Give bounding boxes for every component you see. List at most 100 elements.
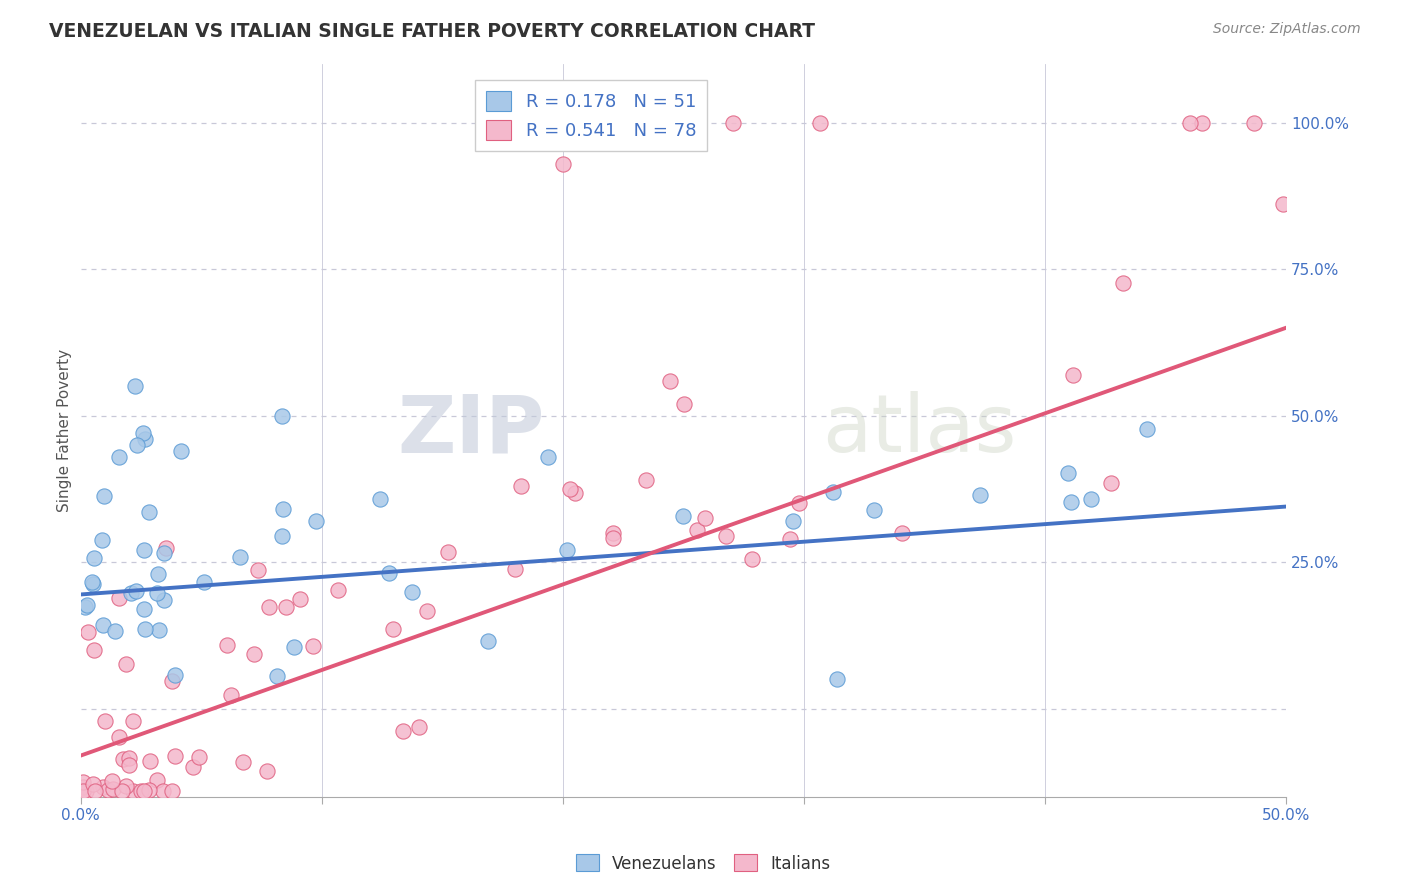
Point (187, 749, 209, 764)
Point (304, 514, 326, 528)
Point (134, 602, 156, 616)
Point (107, 450, 129, 464)
Point (555, 543, 578, 558)
Point (94, 714, 117, 728)
Point (1112, 276, 1135, 290)
Point (152, 784, 174, 798)
Point (271, 528, 294, 542)
Point (219, 688, 242, 702)
Point (75, 600, 97, 615)
Point (246, 563, 269, 577)
Point (181, 760, 204, 774)
Point (125, 583, 148, 598)
Point (891, 526, 914, 541)
Point (134, 784, 156, 798)
Point (146, 773, 169, 788)
Point (659, 374, 682, 388)
Point (821, 485, 844, 500)
Point (271, 502, 294, 516)
Point (72, 784, 94, 798)
Point (134, 622, 156, 636)
Point (672, 397, 695, 411)
Point (163, 667, 186, 681)
Point (664, 116, 686, 130)
Point (808, 116, 831, 130)
Text: ZIP: ZIP (398, 392, 544, 469)
Point (741, 552, 763, 566)
Point (90, 533, 112, 548)
Point (75, 784, 97, 798)
Point (82, 577, 104, 591)
Point (290, 592, 312, 607)
Point (378, 566, 401, 581)
Point (104, 624, 127, 638)
Point (503, 562, 526, 576)
Point (152, 546, 174, 560)
Point (558, 483, 581, 497)
Point (779, 532, 801, 546)
Point (259, 600, 281, 615)
Point (1136, 422, 1159, 436)
Point (93, 618, 115, 632)
Point (114, 657, 136, 672)
Point (634, 473, 657, 487)
Point (564, 486, 586, 500)
Point (283, 640, 305, 655)
Point (72, 774, 94, 789)
Point (1271, 196, 1294, 211)
Point (124, 379, 146, 393)
Point (551, 157, 574, 171)
Point (115, 779, 138, 793)
Point (301, 640, 323, 654)
Point (1060, 494, 1083, 508)
Legend: R = 0.178   N = 51, R = 0.541   N = 78: R = 0.178 N = 51, R = 0.541 N = 78 (475, 80, 707, 151)
Point (1099, 475, 1122, 490)
Point (477, 634, 499, 648)
Point (1191, 116, 1213, 130)
Point (76, 598, 98, 612)
Point (93, 489, 115, 503)
Point (155, 541, 177, 555)
Point (825, 673, 848, 687)
Point (602, 531, 624, 545)
Point (131, 426, 153, 441)
Point (537, 450, 560, 464)
Point (91, 780, 114, 794)
Point (138, 783, 160, 797)
Point (160, 784, 183, 798)
Point (274, 599, 297, 614)
Legend: Venezuelans, Italians: Venezuelans, Italians (569, 847, 837, 880)
Point (416, 604, 439, 618)
Text: VENEZUELAN VS ITALIAN SINGLE FATHER POVERTY CORRELATION CHART: VENEZUELAN VS ITALIAN SINGLE FATHER POVE… (49, 22, 815, 41)
Point (510, 479, 533, 493)
Point (134, 432, 156, 446)
Point (134, 542, 156, 557)
Point (108, 591, 131, 605)
Point (672, 509, 695, 524)
Point (256, 764, 278, 779)
Point (165, 748, 187, 763)
Point (787, 496, 810, 510)
Point (969, 488, 991, 502)
Point (686, 523, 709, 537)
Point (118, 751, 141, 765)
Point (160, 674, 183, 689)
Text: Source: ZipAtlas.com: Source: ZipAtlas.com (1213, 22, 1361, 37)
Point (714, 529, 737, 543)
Point (193, 575, 215, 590)
Point (77, 625, 100, 640)
Point (122, 714, 145, 728)
Point (129, 784, 152, 798)
Point (138, 505, 160, 519)
Point (82, 776, 104, 790)
Point (145, 585, 167, 599)
Point (120, 585, 142, 599)
Point (121, 784, 143, 798)
Point (270, 409, 292, 423)
Point (138, 754, 160, 768)
Point (111, 784, 134, 798)
Point (83, 643, 105, 657)
Point (1057, 466, 1080, 480)
Point (103, 781, 125, 796)
Point (328, 583, 350, 598)
